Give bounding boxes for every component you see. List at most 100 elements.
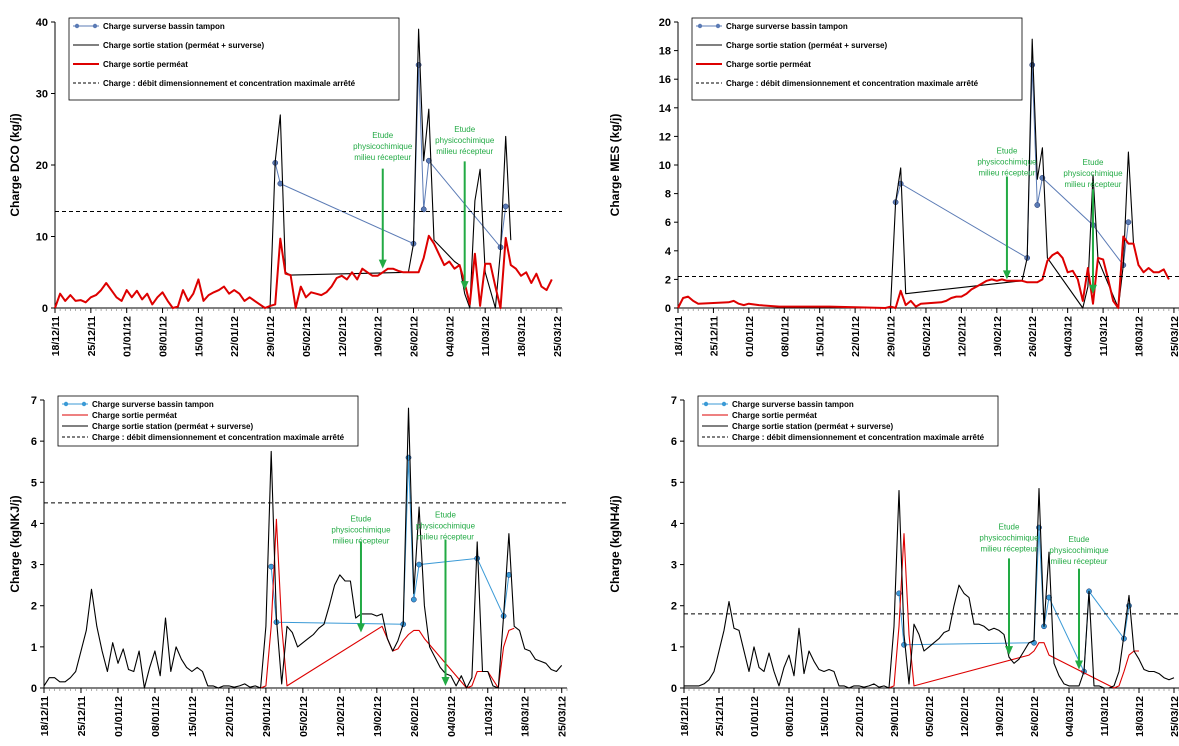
x-tick-label: 05/02/12	[921, 316, 933, 357]
y-tick-label: 12	[659, 131, 671, 143]
overflow-line	[274, 64, 507, 249]
y-axis-label: Charge (kgNKJ/j)	[8, 495, 22, 592]
x-tick-label: 04/03/12	[1063, 316, 1075, 357]
legend-label: Charge surverse bassin tampon	[92, 400, 214, 409]
legend-marker	[92, 23, 98, 29]
annotation-arrowhead	[1088, 284, 1097, 294]
x-tick-label: 12/02/12	[337, 316, 349, 357]
legend-label: Charge sortie station (perméat + survers…	[92, 422, 254, 431]
y-tick-label: 30	[36, 89, 48, 101]
x-tick-label: 11/03/12	[480, 316, 492, 356]
x-tick-label: 12/02/12	[956, 316, 968, 357]
x-tick-label: 08/01/12	[150, 696, 162, 737]
x-tick-label: 26/02/12	[409, 696, 421, 737]
x-tick-label: 29/01/12	[889, 696, 901, 737]
x-tick-label: 18/12/11	[39, 696, 51, 736]
x-tick-label: 01/01/12	[744, 316, 756, 357]
y-tick-label: 0	[665, 303, 671, 315]
legend-label: Charge : débit dimensionnement et concen…	[103, 79, 356, 88]
x-tick-label: 19/02/12	[992, 316, 1004, 357]
x-tick-label: 22/01/12	[854, 696, 866, 737]
y-tick-label: 5	[31, 477, 37, 489]
legend-box	[57, 395, 359, 447]
legend-label: Charge sortie perméat	[92, 411, 177, 420]
annotation-text: Etude	[999, 523, 1020, 532]
overflow-point	[901, 641, 907, 648]
annotation-text: Etude	[351, 514, 372, 523]
permeate-line	[54, 234, 553, 309]
y-tick-label: 20	[659, 17, 671, 29]
x-tick-label: 25/03/12	[557, 696, 569, 737]
x-tick-label: 25/12/11	[714, 696, 726, 736]
legend-marker	[63, 401, 69, 407]
y-tick-label: 14	[659, 103, 672, 115]
overflow-point	[1125, 219, 1132, 226]
x-tick-label: 05/02/12	[298, 696, 310, 737]
x-tick-label: 01/01/12	[122, 316, 134, 357]
y-tick-label: 8	[665, 189, 671, 201]
legend-label: Charge surverse bassin tampon	[732, 400, 854, 409]
x-tick-label: 19/02/12	[372, 696, 384, 737]
overflow-point	[410, 596, 417, 603]
x-tick-label: 18/03/12	[1134, 696, 1146, 737]
legend-label: Charge : débit dimensionnement et concen…	[92, 433, 345, 442]
legend-box	[697, 395, 999, 447]
y-tick-label: 3	[671, 560, 677, 572]
legend-marker	[74, 23, 80, 29]
annotation-text: physicochimique	[979, 534, 1039, 543]
annotation-text: physicochimique	[416, 521, 476, 530]
x-tick-label: 05/02/12	[924, 696, 936, 737]
x-tick-label: 18/12/11	[673, 316, 685, 356]
y-tick-label: 10	[36, 232, 48, 244]
chart-nh4: 0 1 2 3 4 5 6 7 18/12/11 25/12/11 01/01/12 08/01/12…	[608, 395, 1179, 737]
legend-marker	[703, 401, 709, 407]
x-tick-label: 29/01/12	[886, 316, 898, 357]
annotation-text: milieu récepteur	[354, 153, 411, 162]
overflow-point	[502, 203, 509, 210]
x-tick-label: 25/03/12	[552, 316, 564, 357]
legend-marker	[721, 401, 727, 407]
annotation-text: physicochimique	[353, 142, 413, 151]
y-tick-label: 5	[671, 477, 677, 489]
annotation-arrowhead	[441, 676, 450, 686]
x-tick-label: 04/03/12	[444, 316, 456, 357]
y-axis-label: Charge MES (kg/j)	[608, 114, 622, 217]
x-tick-label: 15/01/12	[187, 696, 199, 737]
x-tick-label: 19/02/12	[994, 696, 1006, 737]
x-tick-label: 19/02/12	[373, 316, 385, 357]
y-tick-label: 4	[665, 246, 672, 258]
legend-marker	[715, 23, 721, 29]
x-tick-label: 18/03/12	[516, 316, 528, 357]
x-tick-label: 26/02/12	[1029, 696, 1041, 737]
y-axis-label: Charge DCO (kg/j)	[8, 113, 22, 216]
legend-box	[691, 17, 1023, 101]
annotation-text: physicochimique	[1063, 169, 1123, 178]
y-tick-label: 2	[665, 274, 671, 286]
x-tick-label: 01/01/12	[749, 696, 761, 737]
x-tick-label: 12/02/12	[959, 696, 971, 737]
x-tick-label: 25/12/11	[86, 316, 98, 356]
annotation-text: Etude	[1069, 535, 1090, 544]
station-output-line	[684, 487, 1175, 689]
annotation-text: Etude	[454, 125, 475, 134]
annotation-text: milieu récepteur	[1051, 557, 1108, 566]
x-tick-label: 25/03/12	[1169, 316, 1179, 357]
y-tick-label: 0	[42, 303, 48, 315]
y-tick-label: 2	[31, 601, 37, 613]
legend-box	[68, 17, 400, 101]
overflow-point	[425, 157, 432, 164]
legend-label: Charge sortie station (perméat + survers…	[103, 41, 265, 50]
y-tick-label: 0	[31, 683, 37, 695]
annotation-text: milieu récepteur	[1065, 180, 1122, 189]
annotation-arrowhead	[356, 623, 365, 633]
y-tick-label: 40	[36, 17, 48, 29]
annotation-text: physicochimique	[435, 136, 495, 145]
annotation-arrowhead	[1075, 660, 1083, 670]
y-tick-label: 10	[659, 160, 671, 172]
x-tick-label: 15/01/12	[193, 316, 205, 357]
annotation-text: milieu récepteur	[417, 532, 474, 541]
legend-label: Charge sortie perméat	[103, 60, 188, 69]
x-tick-label: 04/03/12	[446, 696, 458, 737]
annotation-text: Etude	[996, 147, 1017, 156]
x-tick-label: 26/02/12	[1027, 316, 1039, 357]
